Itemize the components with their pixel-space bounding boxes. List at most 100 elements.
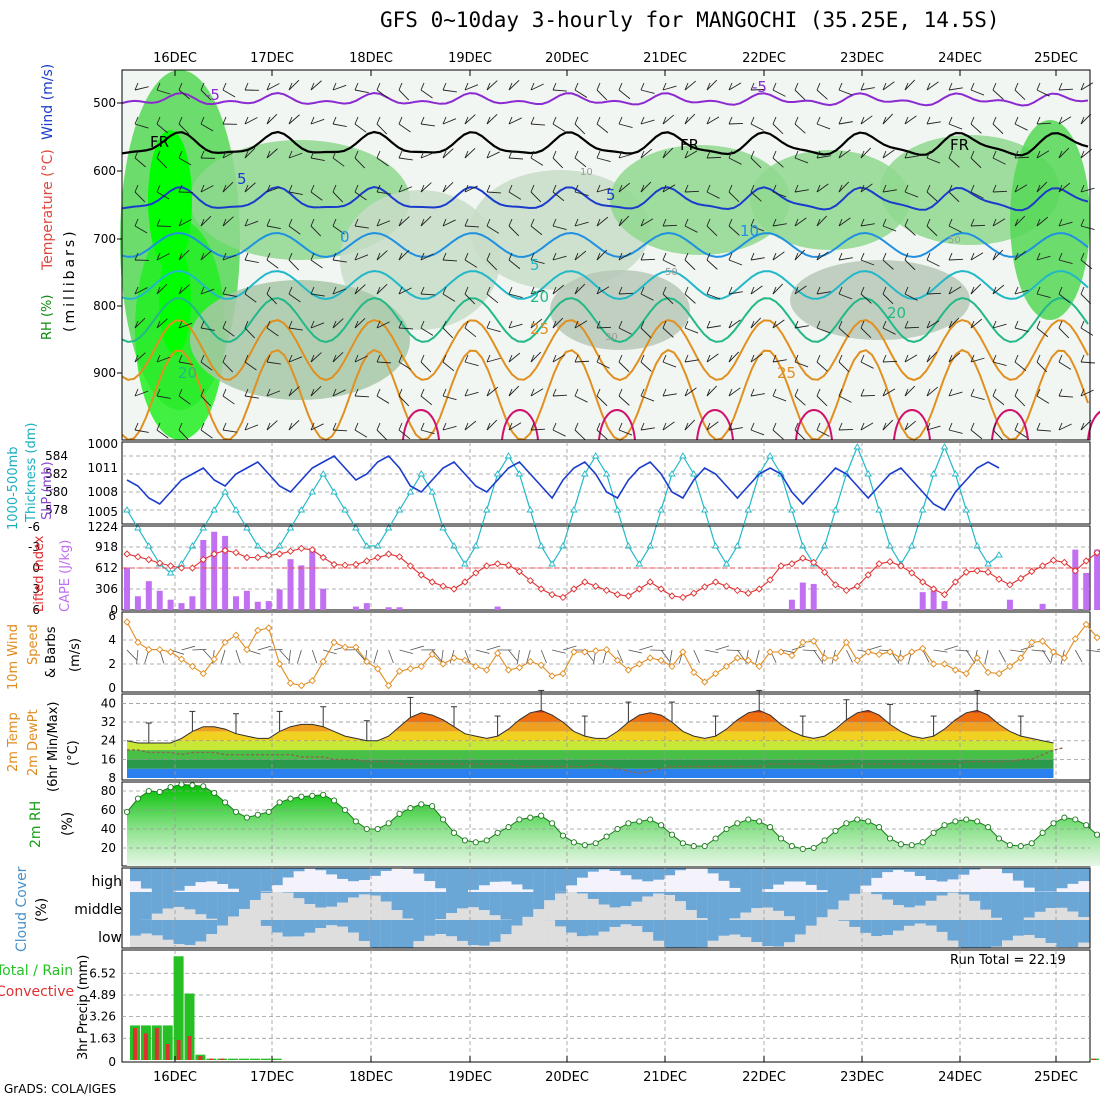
wind-barb — [222, 361, 234, 373]
wind-barb — [618, 286, 623, 295]
cloud-cell — [184, 868, 196, 886]
cloud-cell-clear — [576, 893, 588, 920]
wind-speed-marker — [243, 645, 251, 654]
rh-marker — [647, 816, 654, 823]
thickness-label: 1000-500mb — [6, 446, 21, 530]
cloud-cell-clear — [991, 946, 1003, 948]
wind-barb — [640, 148, 653, 159]
panel-frame — [121, 693, 1091, 781]
lifted-index-marker — [450, 585, 458, 593]
cloud-cell — [402, 892, 414, 919]
wind-barb — [1036, 293, 1051, 299]
wind-barb — [662, 422, 667, 431]
wind-barb — [508, 116, 513, 125]
wind-barb — [464, 116, 469, 125]
wind-barb — [618, 82, 623, 91]
wind-barb — [838, 181, 850, 193]
wind-barb — [838, 354, 843, 363]
wind-barb — [640, 258, 656, 261]
cloud-cell — [555, 920, 567, 927]
rh-marker — [974, 818, 981, 825]
wind-barb — [992, 82, 997, 91]
wind-barb — [486, 116, 491, 125]
rh-marker — [505, 824, 512, 831]
cape-bar — [254, 601, 261, 610]
cloud-cell — [467, 892, 479, 908]
temp-band — [127, 768, 1054, 778]
wind-barb — [332, 388, 337, 397]
wind-speed-marker — [799, 638, 807, 647]
cloud-cell — [293, 868, 305, 872]
cloud-cell — [696, 892, 708, 919]
wind-barb — [882, 150, 887, 159]
rh-marker — [777, 835, 785, 842]
cloud-cell-clear — [467, 945, 479, 948]
wind-barb — [904, 326, 920, 329]
wind-barb — [904, 259, 916, 271]
wind-barb — [420, 354, 425, 363]
wind-barb — [156, 150, 161, 159]
wind-barb — [508, 225, 520, 237]
y-tick-label: 0 — [110, 603, 118, 617]
cloud-cell-clear — [882, 899, 894, 920]
wind-barb — [794, 150, 799, 159]
cloud-cell — [794, 920, 806, 935]
lifted-index-marker — [1060, 558, 1069, 567]
wind-barb — [750, 218, 755, 227]
wind-barb — [794, 354, 799, 363]
isotherm-line — [501, 409, 539, 441]
wind-barb — [244, 116, 249, 125]
thickness-marker — [788, 506, 796, 513]
cloud-cell-clear — [740, 937, 752, 948]
wind-barb — [530, 157, 544, 166]
cloud-cell-clear — [533, 920, 545, 948]
wind-speed-line — [126, 621, 1100, 687]
wind-barb — [794, 184, 799, 193]
wind-barb — [376, 157, 389, 167]
cloud-cell — [805, 920, 817, 926]
rh-marker — [679, 840, 686, 847]
wind-barb — [420, 184, 425, 193]
wind-barb — [838, 388, 843, 397]
wind-barb — [354, 429, 368, 438]
wind-barb — [376, 150, 381, 159]
wind-barb — [574, 395, 588, 403]
wind-label: Wind (m/s) — [40, 63, 56, 140]
rh-marker — [363, 825, 370, 833]
wind-barb — [882, 149, 895, 159]
cloud-cell — [849, 892, 861, 894]
wind-barb — [134, 352, 146, 363]
cloud-cell-clear — [249, 900, 261, 920]
cloud-cell — [707, 920, 719, 941]
wind-barb — [706, 156, 722, 159]
wind-barb — [904, 385, 916, 397]
wind-barb — [442, 354, 447, 363]
wind-barb — [750, 354, 755, 363]
wind-barb — [706, 82, 711, 91]
wind-barb — [1014, 320, 1019, 329]
wind-barb — [530, 225, 543, 236]
rh-marker — [570, 839, 577, 846]
wind-speed-marker — [940, 660, 949, 668]
wind-barb — [618, 123, 633, 128]
wind-barb — [552, 157, 564, 169]
wind-barb — [373, 649, 379, 664]
cloud-cell-clear — [337, 926, 349, 948]
rh-marker — [418, 801, 425, 808]
cloud-cell — [882, 868, 894, 873]
cloud-cell-clear — [925, 900, 937, 920]
wind-barb — [552, 284, 565, 295]
wind-barb — [750, 286, 755, 295]
wind-barb — [728, 286, 733, 295]
thickness-marker — [613, 506, 622, 513]
cape-bar — [494, 606, 501, 610]
cloud-cell — [631, 920, 643, 927]
cloud-cell — [140, 920, 152, 934]
temp2m-label-3: (6hr Min/Max) — [46, 701, 61, 792]
wind-barb — [860, 218, 865, 227]
wind-barb — [288, 218, 293, 227]
wind-speed-marker — [842, 638, 851, 647]
wind-barb — [420, 89, 433, 99]
wind-barb — [1036, 255, 1051, 261]
